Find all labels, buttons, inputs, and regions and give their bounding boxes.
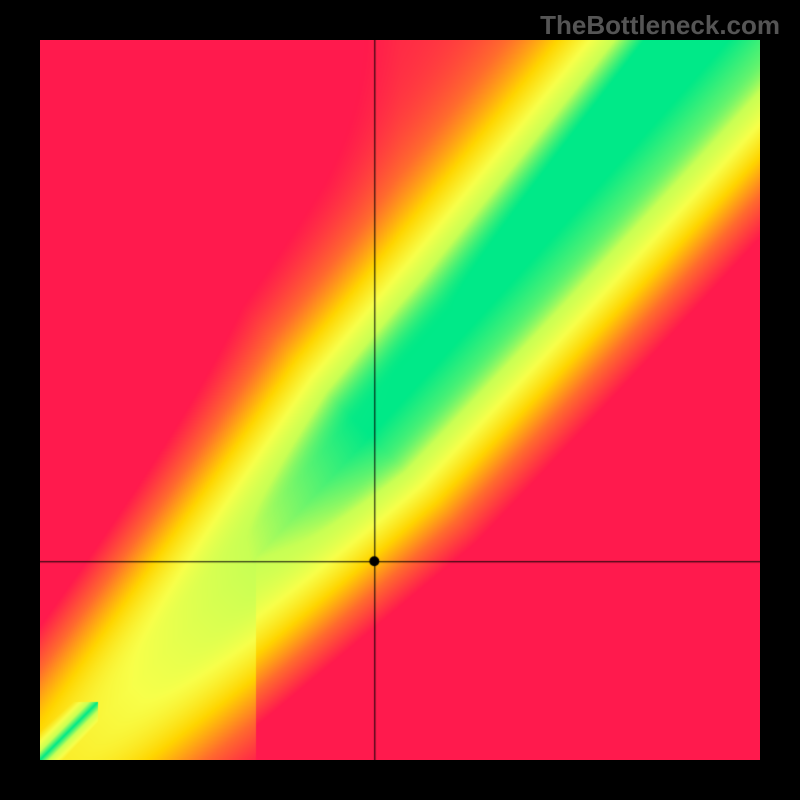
chart-container: { "watermark": { "text": "TheBottleneck.…	[0, 0, 800, 800]
watermark-text: TheBottleneck.com	[540, 10, 780, 41]
bottleneck-heatmap	[40, 40, 760, 760]
